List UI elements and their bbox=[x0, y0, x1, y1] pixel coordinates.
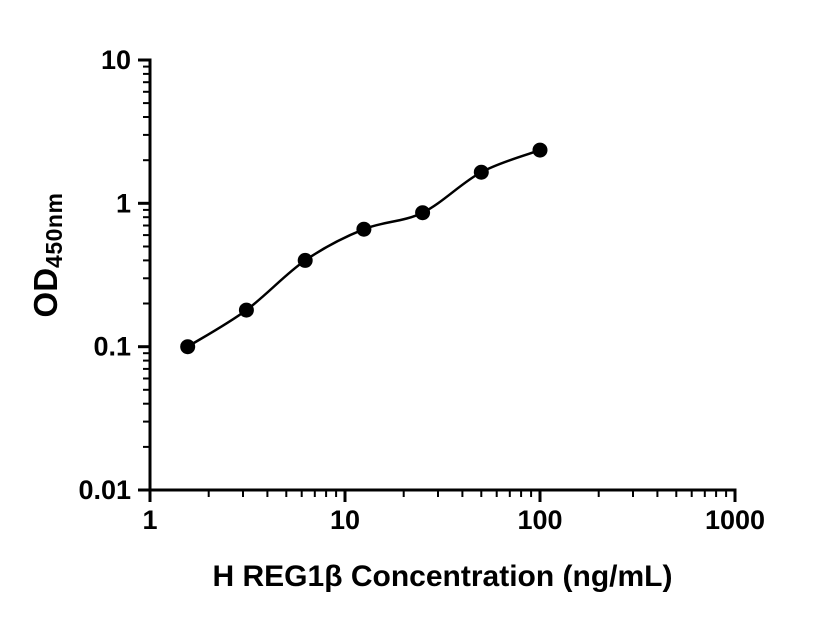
x-tick-label: 1000 bbox=[705, 505, 765, 535]
fit-curve bbox=[187, 148, 541, 348]
data-point bbox=[180, 339, 196, 355]
y-tick-label: 1 bbox=[116, 188, 131, 218]
x-axis-title: H REG1β Concentration (ng/mL) bbox=[212, 560, 673, 593]
y-tick-label: 0.01 bbox=[78, 475, 131, 505]
x-tick-label: 100 bbox=[517, 505, 562, 535]
x-tick-label: 1 bbox=[142, 505, 157, 535]
data-point bbox=[415, 205, 431, 221]
data-point bbox=[356, 221, 372, 237]
y-axis-title-subscript: 450nm bbox=[41, 192, 67, 268]
y-tick-label: 10 bbox=[101, 45, 131, 75]
y-axis-title-main: OD bbox=[27, 267, 64, 318]
data-point bbox=[532, 142, 548, 158]
y-tick-label: 0.1 bbox=[93, 332, 131, 362]
y-axis-title: OD450nm bbox=[27, 192, 67, 318]
x-tick-label: 10 bbox=[330, 505, 360, 535]
data-point bbox=[473, 164, 489, 180]
data-point bbox=[238, 302, 254, 318]
data-point bbox=[297, 252, 313, 268]
